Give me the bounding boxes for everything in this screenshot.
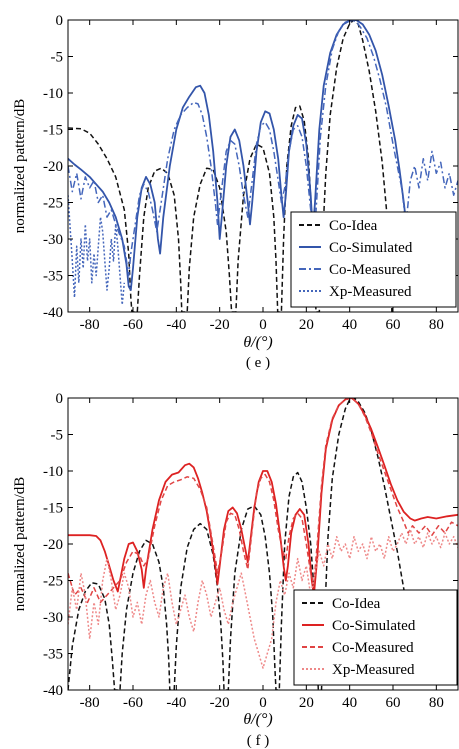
x-tick-label: 0 [259,695,267,711]
y-tick-label: -40 [43,305,63,321]
legend: Co-Idea Co-Simulated Co-Measured Xp-Measure… [294,590,457,685]
y-tick-label: -20 [43,537,63,553]
x-tick-label: -20 [210,695,230,711]
y-tick-label: -30 [43,232,63,248]
legend-label: Co-Simulated [332,618,416,634]
y-tick-label: -35 [43,269,63,285]
y-axis-label: normalized pattern/dB [12,477,28,612]
legend-label: Co-Simulated [329,240,413,256]
x-tick-label: 20 [299,695,314,711]
series-line-xp-measured [68,195,124,305]
chart-panel-f: -80 -60 -40 -20 0 20 40 60 80 0 -5 -10 -15 -20 -25 -30 -… [12,391,458,749]
legend-label: Co-Measured [332,640,414,656]
series-line-co-measured [68,398,458,602]
y-tick-label: -10 [43,86,63,102]
y-tick-label: -15 [43,501,63,517]
x-tick-label: -80 [80,695,100,711]
legend-label: Xp-Measured [329,284,412,300]
x-tick-label: 0 [259,317,267,333]
y-tick-label: -25 [43,196,63,212]
y-tick-label: 0 [56,391,64,407]
x-tick-label: 80 [429,695,444,711]
x-tick-label: -40 [166,695,186,711]
x-tick-label: -40 [166,317,186,333]
y-tick-label: 0 [56,13,64,29]
x-tick-label: -60 [123,695,143,711]
chart-panel-e: -80 -60 -40 -20 0 20 40 60 80 0 -5 -10 -15 -20 -25 -30 -… [12,13,458,371]
legend-label: Co-Measured [329,262,411,278]
x-axis-label: θ/(°) [243,334,272,351]
x-tick-label: -80 [80,317,100,333]
x-tick-label: -60 [123,317,143,333]
legend: Co-Idea Co-Simulated Co-Measured Xp-Measure… [291,212,456,307]
y-tick-label: -40 [43,683,63,699]
y-tick-label: -5 [51,50,64,66]
y-tick-label: -25 [43,574,63,590]
x-tick-label: -20 [210,317,230,333]
y-axis-label: normalized pattern/dB [12,99,28,234]
x-tick-label: 40 [342,695,357,711]
x-tick-label: 60 [386,695,401,711]
panel-caption: ( e ) [246,355,270,371]
x-tick-label: 20 [299,317,314,333]
panel-caption: ( f ) [247,733,270,749]
y-tick-label: -10 [43,464,63,480]
y-tick-label: -20 [43,159,63,175]
legend-label: Co-Idea [329,218,378,234]
legend-label: Xp-Measured [332,662,415,678]
legend-label: Co-Idea [332,596,381,612]
x-tick-label: 80 [429,317,444,333]
y-tick-label: -5 [51,428,64,444]
x-axis-label: θ/(°) [243,711,272,728]
y-tick-label: -15 [43,123,63,139]
y-tick-label: -30 [43,610,63,626]
y-tick-label: -35 [43,647,63,663]
x-tick-label: 60 [386,317,401,333]
x-tick-label: 40 [342,317,357,333]
